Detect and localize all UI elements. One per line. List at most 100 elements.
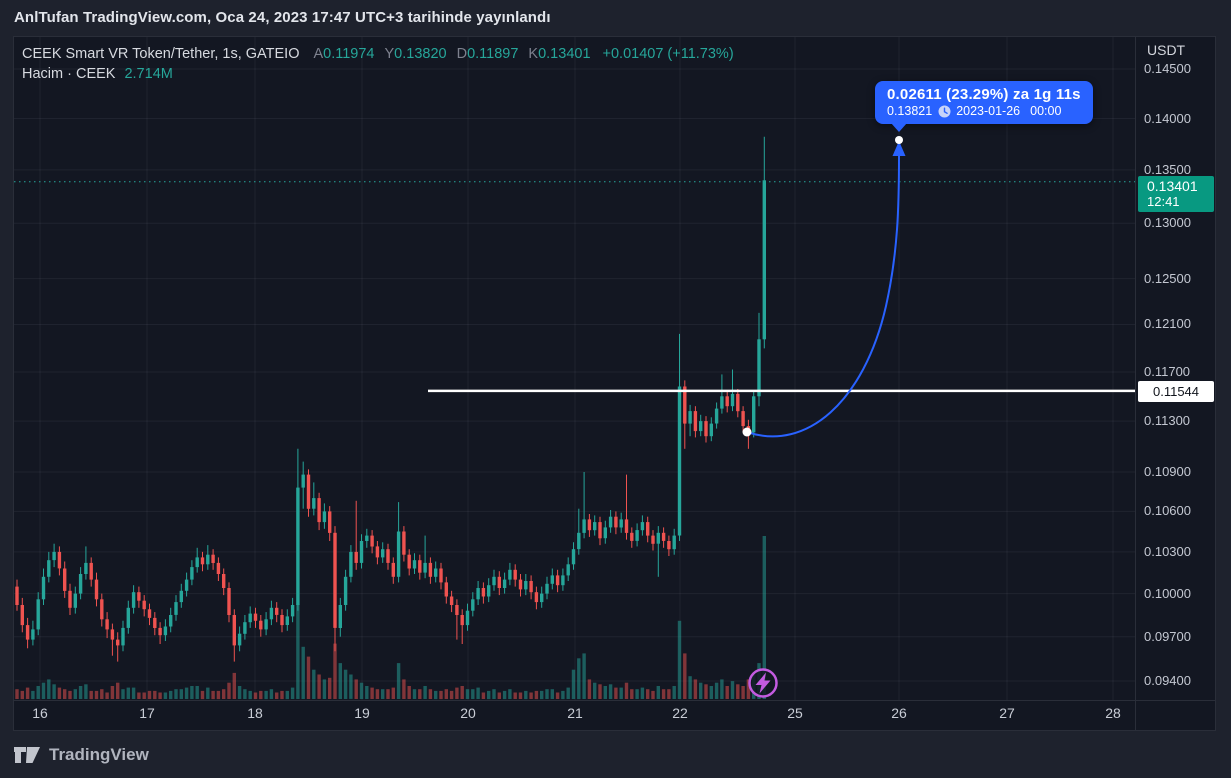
price-axis[interactable] (1136, 37, 1216, 700)
candle-body (508, 569, 512, 580)
candle-body (449, 596, 454, 605)
volume-bar (730, 681, 735, 699)
time-axis-label: 26 (891, 705, 907, 721)
candle-body (126, 607, 130, 628)
volume-bar (280, 690, 284, 700)
volume-bar (699, 682, 703, 699)
price-axis-label: 0.14500 (1144, 61, 1191, 76)
volume-bar (105, 692, 109, 699)
time-axis-label: 18 (247, 705, 263, 721)
volume-bar (640, 687, 645, 699)
projection-curve (746, 155, 900, 438)
volume-bar (333, 643, 337, 699)
candle-body (640, 522, 645, 531)
candle-body (243, 622, 247, 634)
time-axis-label: 21 (567, 705, 583, 721)
candle-body (762, 180, 766, 340)
volume-bar (195, 686, 199, 699)
candle-body (232, 615, 236, 646)
volume-legend[interactable]: Hacim · CEEK 2.714M (22, 66, 173, 82)
candle-body (328, 511, 332, 533)
volume-bar (264, 690, 268, 700)
candle-body (142, 600, 146, 610)
candle-body (460, 615, 464, 626)
candle-body (497, 576, 501, 588)
candle-body (476, 588, 480, 600)
time-axis-label: 16 (32, 705, 48, 721)
volume-bar (131, 687, 136, 699)
candle-body (333, 532, 337, 628)
volume-bar (571, 669, 576, 699)
tooltip-pointer (891, 123, 907, 132)
candle-body (444, 582, 448, 597)
volume-bar (582, 653, 586, 699)
volume-bar (428, 689, 433, 699)
volume-bar (110, 686, 115, 699)
candle-body (428, 562, 433, 577)
volume-bar (439, 690, 443, 700)
chart-plot-area[interactable] (14, 37, 1135, 700)
volume-bar (253, 692, 258, 699)
volume-bar (497, 692, 501, 699)
candle-body (343, 576, 348, 605)
price-axis-label: 0.13500 (1144, 161, 1191, 177)
candle-body (434, 568, 438, 577)
volume-bar (31, 690, 35, 700)
candle-body (179, 590, 183, 603)
tooltip-headline: 0.02611 (23.29%) za 1g 11s (887, 86, 1081, 103)
candle-body (381, 549, 385, 558)
lightning-marker-icon[interactable] (748, 668, 778, 698)
volume-bar (243, 689, 247, 699)
volume-bar (116, 682, 120, 699)
volume-bar (587, 679, 592, 699)
candle-body (587, 519, 592, 531)
volume-bar (449, 690, 454, 700)
candle-body (158, 627, 162, 636)
volume-bar (381, 689, 385, 699)
candle-body (253, 613, 258, 621)
candle-body (635, 530, 639, 541)
volume-bar (63, 689, 67, 699)
time-axis-label: 25 (787, 705, 803, 721)
candle-body (264, 619, 268, 630)
candle-body (41, 576, 46, 600)
candle-body (312, 498, 316, 509)
volume-bar (89, 690, 93, 700)
candle-body (540, 593, 544, 603)
volume-bar (741, 686, 745, 699)
candle-body (105, 619, 109, 630)
price-axis-label: 0.10000 (1144, 585, 1191, 601)
publish-bar: AnlTufan TradingView.com, Oca 24, 2023 1… (14, 9, 551, 26)
candle-body (492, 576, 496, 586)
volume-bar (169, 690, 173, 700)
volume-bar (540, 690, 544, 700)
candle-body (603, 527, 607, 539)
candle-body (566, 564, 570, 576)
tooltip-time: 00:00 (1030, 104, 1062, 118)
clock-icon (938, 105, 951, 117)
volume-bar (534, 690, 539, 700)
volume-bar (444, 689, 448, 699)
candle-body (693, 411, 698, 432)
candle-body (206, 554, 210, 565)
symbol-legend[interactable]: CEEK Smart VR Token/Tether, 1s, GATEIO A… (22, 46, 734, 62)
price-change: +0.01407 (+11.73%) (602, 46, 734, 62)
candle-body (222, 574, 226, 588)
volume-bar (354, 679, 358, 699)
volume-bar (375, 689, 380, 699)
volume-bar (502, 690, 507, 700)
time-axis[interactable] (14, 701, 1216, 731)
volume-bar (434, 690, 438, 700)
volume-bar (126, 687, 130, 699)
volume-bar (216, 690, 221, 700)
candle-body (121, 627, 125, 646)
volume-bar (465, 689, 470, 699)
volume-bar (20, 690, 24, 700)
volume-bar (566, 687, 570, 699)
volume-bar (651, 690, 655, 700)
candle-body (275, 607, 279, 615)
price-axis-label: 0.13000 (1144, 215, 1191, 231)
candle-body (31, 629, 35, 640)
